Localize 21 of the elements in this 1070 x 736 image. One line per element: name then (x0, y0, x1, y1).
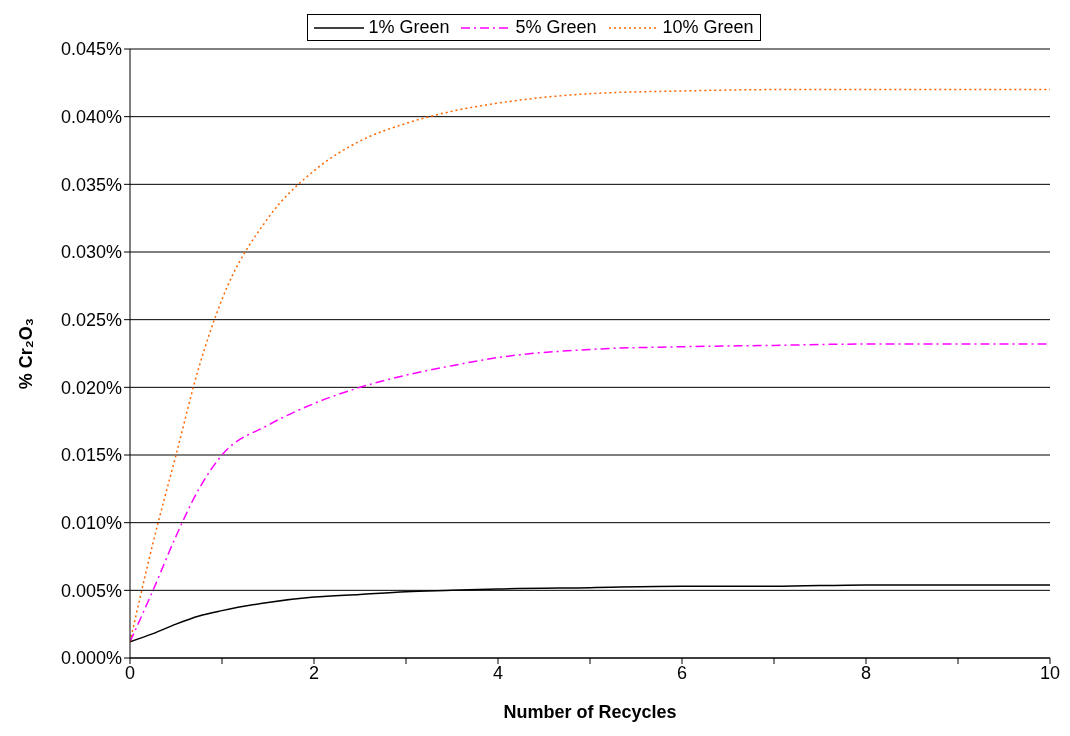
x-tick-label: 4 (492, 662, 504, 683)
y-tick-label: 0.025% (60, 310, 122, 331)
legend-label: 5% Green (514, 17, 597, 38)
x-tick-label: 8 (860, 662, 872, 683)
x-tick-label: 0 (124, 662, 136, 683)
x-tick-label: 6 (676, 662, 688, 683)
y-tick-label: 0.005% (60, 580, 122, 601)
y-axis-title: % Cr₂O₃ (16, 317, 37, 390)
y-tick-label: 0.045% (60, 39, 122, 60)
y-tick-label: 0.030% (60, 242, 122, 263)
y-tick-label: 0.040% (60, 107, 122, 128)
y-tick-label: 0.035% (60, 174, 122, 195)
x-axis-title: Number of Recycles (503, 702, 677, 722)
y-tick-label: 0.010% (60, 513, 122, 534)
x-tick-label: 2 (308, 662, 320, 683)
y-tick-label: 0.015% (60, 445, 122, 466)
y-tick-label: 0.020% (60, 377, 122, 398)
legend-label: 1% Green (367, 17, 450, 38)
legend-label: 10% Green (661, 17, 754, 38)
x-tick-label: 10 (1039, 662, 1061, 683)
y-tick-label: 0.000% (60, 648, 122, 669)
